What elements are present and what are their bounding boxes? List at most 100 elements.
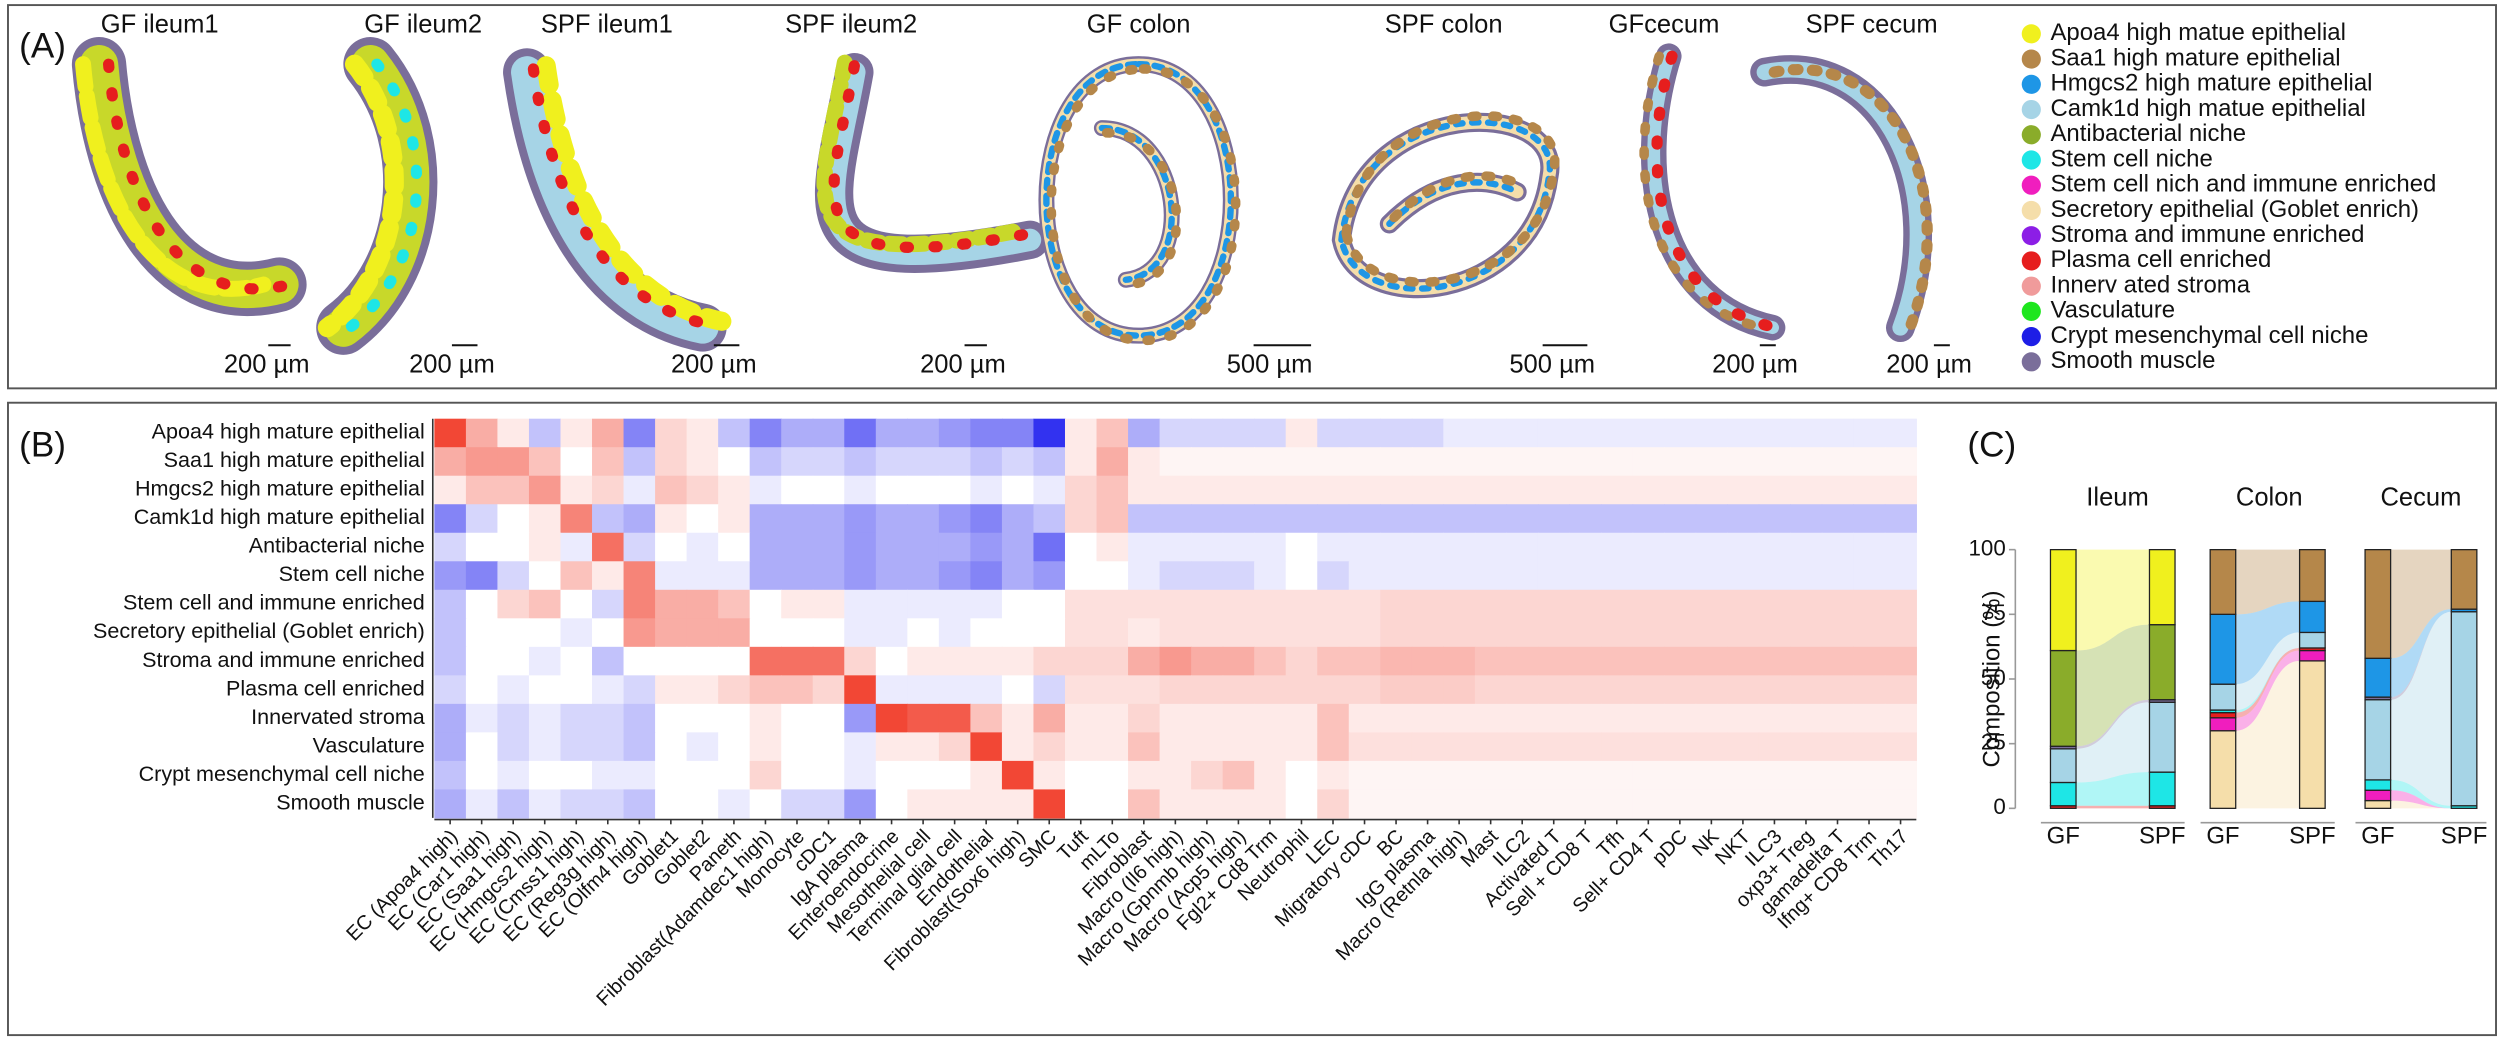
- heatmap-cell: [750, 504, 782, 533]
- heatmap-cell: [1664, 732, 1696, 761]
- heatmap-cell: [1097, 447, 1129, 476]
- group-title: Cecum: [2380, 483, 2461, 511]
- heatmap-cell: [813, 675, 845, 704]
- heatmap-cell: [624, 675, 656, 704]
- heatmap-cell: [844, 561, 876, 590]
- heatmap-cell: [434, 590, 466, 619]
- heatmap-cell: [1759, 419, 1791, 448]
- heatmap-cell: [970, 533, 1002, 562]
- heatmap-cell: [939, 704, 971, 733]
- heatmap-cell: [1664, 789, 1696, 818]
- heatmap-cell: [1317, 761, 1349, 790]
- heatmap-cell: [560, 504, 592, 533]
- heatmap-cell: [970, 675, 1002, 704]
- heatmap-cell: [1002, 419, 1034, 448]
- heatmap-cell: [1759, 533, 1791, 562]
- heatmap-cell: [1506, 789, 1538, 818]
- heatmap-cell: [907, 476, 939, 505]
- heatmap-cell: [1885, 590, 1917, 619]
- heatmap-cell: [907, 704, 939, 733]
- heatmap-cell: [750, 789, 782, 818]
- heatmap-cell: [497, 447, 529, 476]
- heatmap-cell: [592, 675, 624, 704]
- heatmap-cell: [624, 590, 656, 619]
- heatmap-cell: [1759, 561, 1791, 590]
- heatmap-cell: [1727, 732, 1759, 761]
- heatmap-cell: [1506, 647, 1538, 676]
- heatmap-cell: [1317, 647, 1349, 676]
- heatmap-cell: [907, 419, 939, 448]
- heatmap-cell: [1727, 675, 1759, 704]
- heatmap-cell: [1317, 618, 1349, 647]
- heatmap-cell: [655, 561, 687, 590]
- heatmap-cell: [1443, 618, 1475, 647]
- heatmap-cell: [1664, 590, 1696, 619]
- heatmap-cell: [1033, 590, 1065, 619]
- tissue: [1654, 56, 1773, 327]
- heatmap-cell: [1412, 618, 1444, 647]
- heatmap-cell: [434, 533, 466, 562]
- heatmap-cell: [1160, 476, 1192, 505]
- heatmap-cell: [1097, 675, 1129, 704]
- heatmap-cell: [750, 476, 782, 505]
- flow-ribbon: [2076, 806, 2149, 809]
- scale-label: 200 µm: [1886, 351, 1972, 379]
- heatmap-cell: [1538, 447, 1570, 476]
- heatmap-cell: [434, 476, 466, 505]
- heatmap-cell: [1065, 476, 1097, 505]
- heatmap-cell: [1191, 533, 1223, 562]
- heatmap-cell: [907, 561, 939, 590]
- heatmap-cell: [529, 533, 561, 562]
- group-title: Ileum: [2086, 483, 2148, 511]
- heatmap-cell: [592, 504, 624, 533]
- heatmap-cell: [1538, 704, 1570, 733]
- heatmap-cell: [939, 732, 971, 761]
- legend-swatch: [2022, 49, 2041, 68]
- heatmap-cell: [1633, 476, 1665, 505]
- heatmap-cell: [1349, 533, 1381, 562]
- heatmap-cell: [1790, 732, 1822, 761]
- sample-title: GF colon: [1087, 11, 1191, 39]
- heatmap-cell: [1286, 618, 1318, 647]
- legend-swatch: [2022, 352, 2041, 371]
- heatmap-cell: [1633, 647, 1665, 676]
- heatmap-cell: [1002, 590, 1034, 619]
- heatmap-cell: [1191, 789, 1223, 818]
- heatmap-cell: [1128, 476, 1160, 505]
- bar-segment: [2050, 550, 2076, 651]
- heatmap-cell: [939, 761, 971, 790]
- bar-segment: [2451, 612, 2477, 806]
- heatmap-cell: [1160, 504, 1192, 533]
- heatmap-cell: [1443, 761, 1475, 790]
- heatmap-cell: [1286, 561, 1318, 590]
- heatmap-cell: [1475, 447, 1507, 476]
- heatmap-cell: [970, 504, 1002, 533]
- heatmap-cell: [592, 704, 624, 733]
- heatmap-cell: [1633, 704, 1665, 733]
- heatmap-cell: [1664, 561, 1696, 590]
- heatmap-cell: [939, 419, 971, 448]
- heatmap-cell: [876, 447, 908, 476]
- column-label: pDC: [1648, 826, 1692, 870]
- bar-segment: [2149, 702, 2175, 772]
- figure: (A) GF ileum1200 µmGF ileum2200 µmSPF il…: [0, 0, 2504, 1037]
- heatmap-cell: [1696, 590, 1728, 619]
- heatmap-cell: [1223, 533, 1255, 562]
- heatmap-cell: [687, 675, 719, 704]
- heatmap-cell: [1664, 447, 1696, 476]
- heatmap-cell: [750, 590, 782, 619]
- heatmap-cell: [1506, 476, 1538, 505]
- legend-label: Saa1 high mature epithelial: [2050, 44, 2340, 71]
- heatmap-cell: [1191, 504, 1223, 533]
- row-label: Stem cell niche: [279, 561, 425, 586]
- heatmap-cell: [1759, 447, 1791, 476]
- heatmap-cell: [1790, 504, 1822, 533]
- heatmap-cell: [1696, 504, 1728, 533]
- tissue: [1341, 122, 1549, 288]
- heatmap-cell: [1033, 789, 1065, 818]
- heatmap-cell: [1160, 704, 1192, 733]
- heatmap-cell: [718, 476, 750, 505]
- heatmap-cell: [1097, 590, 1129, 619]
- heatmap-cell: [1412, 533, 1444, 562]
- scale-label: 200 µm: [920, 351, 1006, 379]
